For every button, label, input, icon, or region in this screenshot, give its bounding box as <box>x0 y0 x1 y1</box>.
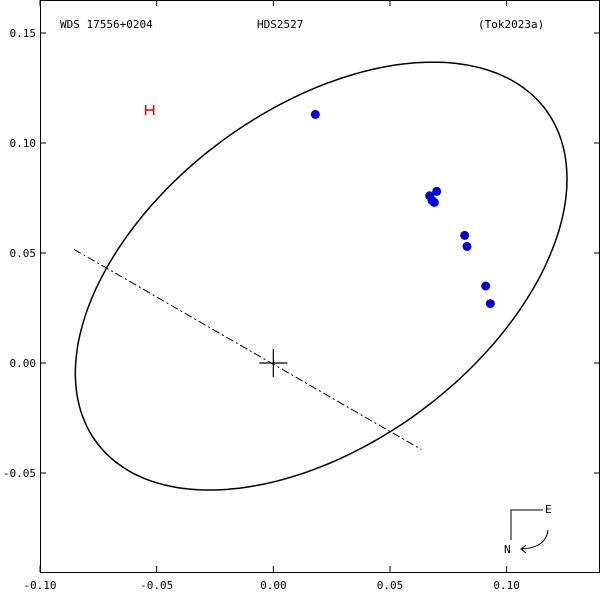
compass-arrow-head <box>520 544 527 554</box>
observation-point <box>432 186 442 196</box>
x-tick-label: 0.00 <box>260 579 287 592</box>
observation-point <box>310 109 320 119</box>
compass-rotation-arrow <box>520 529 549 550</box>
compass-axes <box>510 509 543 540</box>
observation-points <box>310 109 495 309</box>
observation-point <box>429 197 439 207</box>
observation-point <box>485 299 495 309</box>
observation-point <box>481 281 491 291</box>
header-right: (Tok2023a) <box>478 18 544 31</box>
observation-point <box>460 230 470 240</box>
axis-ticks <box>39 0 600 572</box>
compass-east-label: E <box>545 503 552 516</box>
primary-star-cross <box>259 349 288 377</box>
x-tick-label: 0.10 <box>493 579 520 592</box>
x-tick-label: -0.10 <box>23 579 56 592</box>
y-tick-label: 0.05 <box>10 247 37 260</box>
x-tick-label: 0.05 <box>377 579 404 592</box>
observation-point <box>462 241 472 251</box>
header-center: HDS2527 <box>257 18 303 31</box>
header-left: WDS 17556+0204 <box>60 18 153 31</box>
y-tick-labels: 0.15 0.10 0.05 0.00 -0.05 <box>3 27 36 480</box>
orbit-ellipse <box>74 61 568 491</box>
line-of-nodes <box>73 248 422 450</box>
x-tick-label: -0.05 <box>140 579 173 592</box>
historic-marker <box>144 105 155 115</box>
y-tick-label: 0.15 <box>10 27 37 40</box>
y-tick-label: 0.00 <box>10 357 37 370</box>
historic-markers <box>144 105 155 115</box>
compass-north-label: N <box>504 543 511 556</box>
x-tick-labels: -0.10 -0.05 0.00 0.05 0.10 <box>23 579 519 592</box>
y-tick-label: -0.05 <box>3 467 36 480</box>
compass: E N <box>504 503 552 556</box>
y-tick-label: 0.10 <box>10 137 37 150</box>
